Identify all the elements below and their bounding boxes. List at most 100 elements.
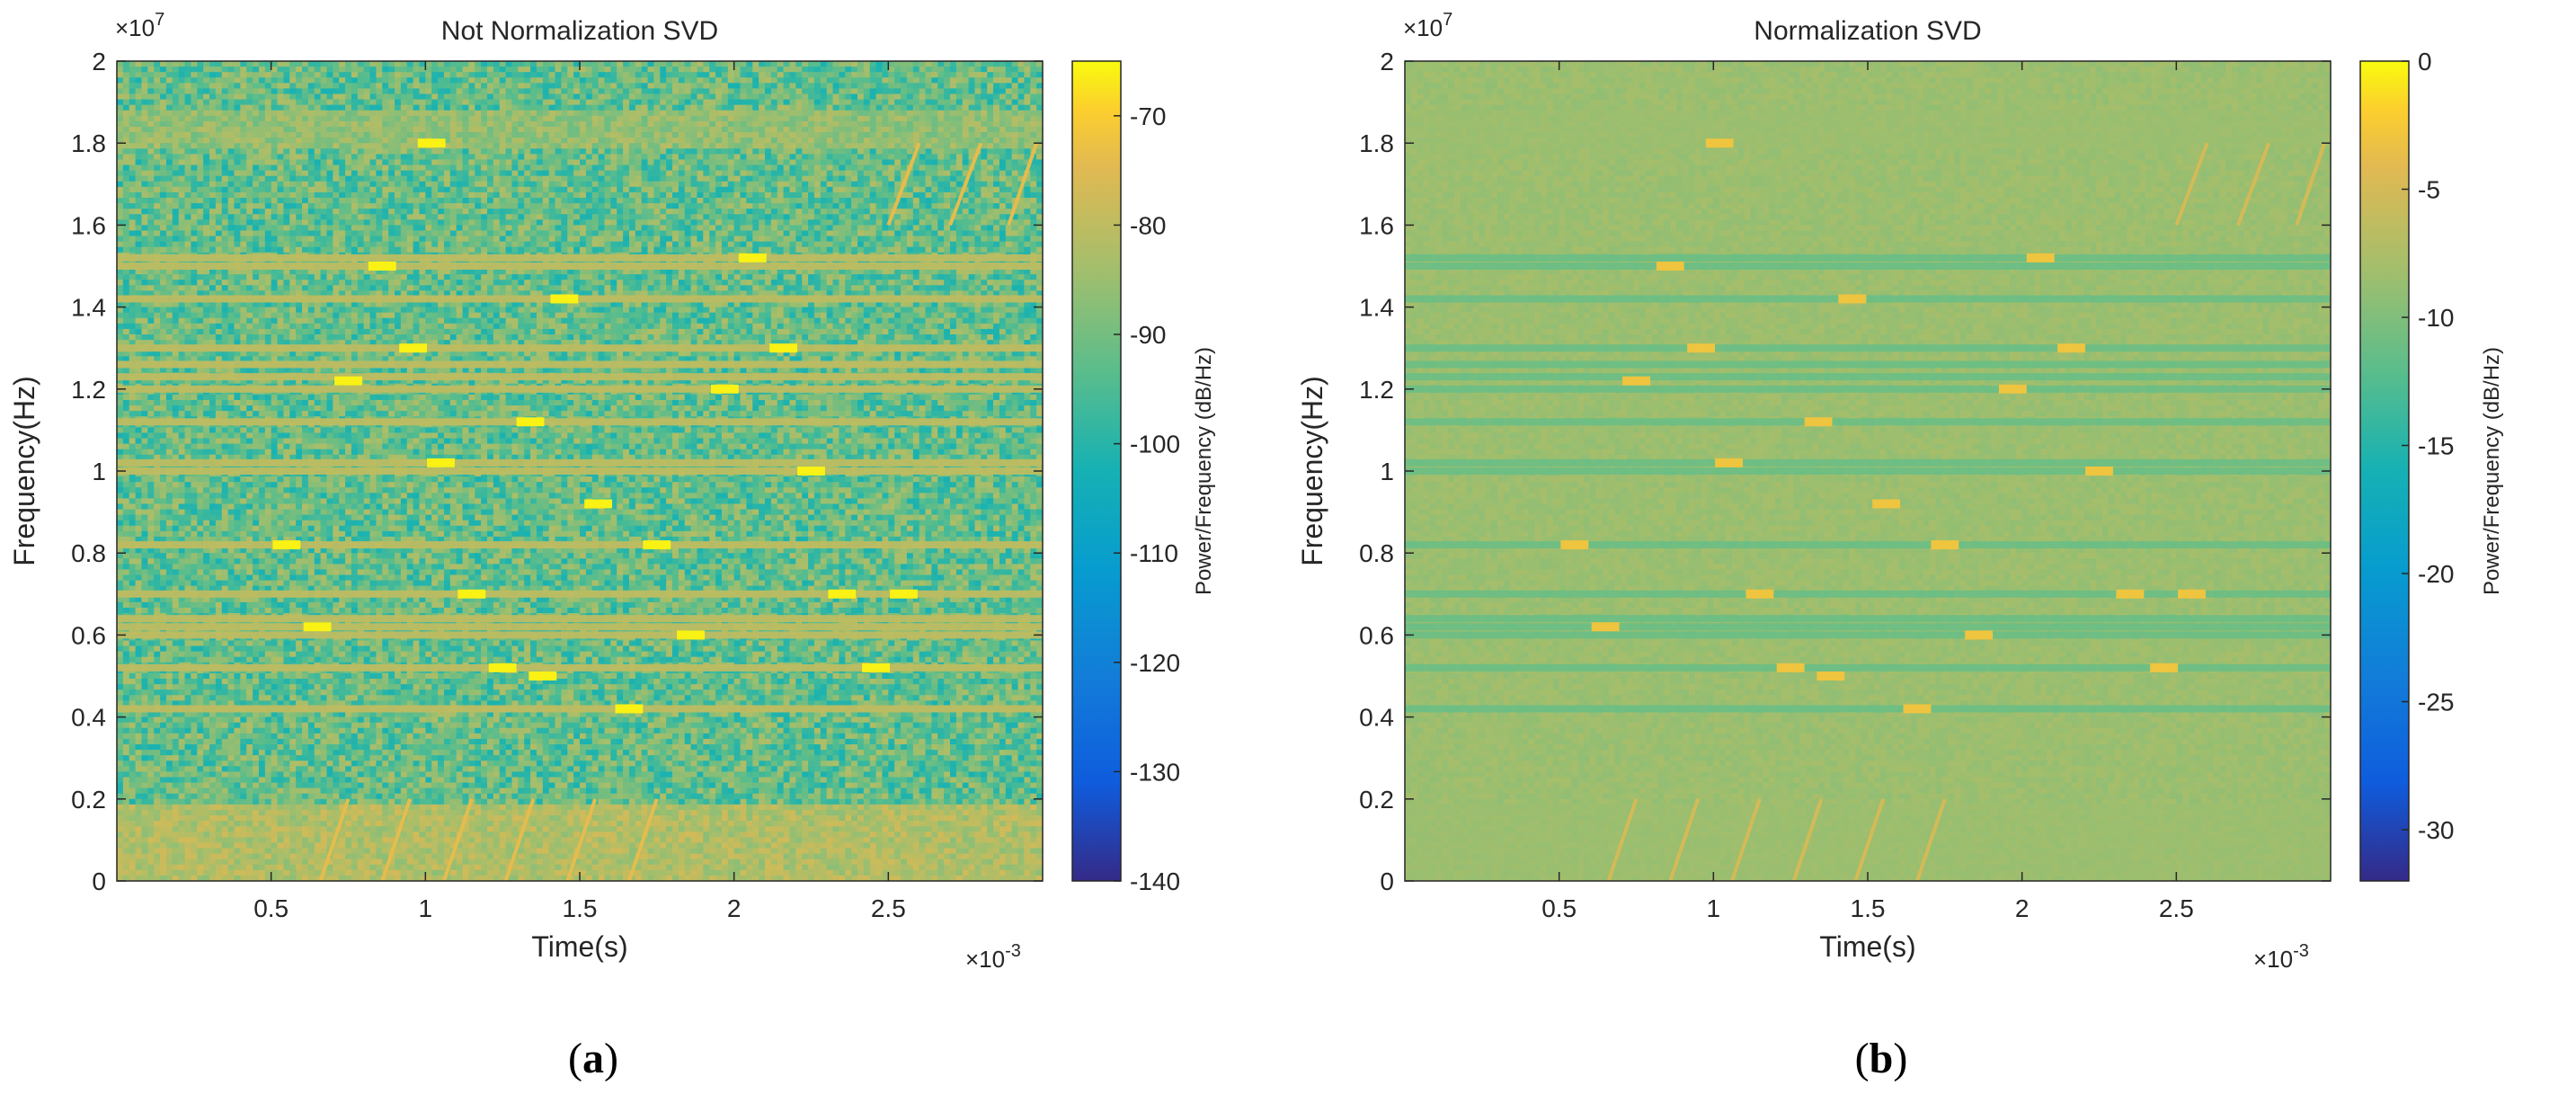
pulse-mark [2057,343,2085,352]
x-exponent: ×10-3 [965,941,1021,973]
x-tick-label: 1.5 [1851,894,1886,922]
colorbar-tick-label: -90 [1130,321,1166,349]
pulse-mark [1622,377,1650,386]
narrowband-line [117,541,1043,548]
narrowband-line [1405,623,2331,630]
narrowband-line [1405,705,2331,712]
x-tick-label: 0.5 [1541,894,1577,922]
x-tick-label: 1.5 [563,894,598,922]
colorbar-tick-label: -70 [1130,102,1166,130]
y-tick-label: 1.2 [71,376,106,404]
pulse-mark [615,704,643,713]
x-axis-label: Time(s) [1819,930,1915,963]
narrowband-line [1405,459,2331,467]
pulse-mark [1745,590,1773,599]
y-exponent: ×107 [1403,10,1452,41]
pulse-mark [1817,672,1844,680]
narrowband-line [117,615,1043,622]
pulse-mark [828,590,856,599]
x-exponent: ×10-3 [2253,941,2309,973]
colorbar-label: Power/Frequency (dB/Hz) [2480,347,2504,595]
y-tick-label: 1 [92,458,106,485]
y-tick-label: 1.2 [1359,376,1394,404]
pulse-mark [1560,540,1588,549]
y-tick-label: 2 [1380,48,1394,76]
x-tick-label: 2.5 [871,894,906,922]
pulse-mark [1965,630,1993,639]
pulse-mark [2116,590,2144,599]
pulse-mark [517,417,545,426]
x-tick-label: 2 [727,894,742,922]
y-axis-label: Frequency(Hz) [8,376,40,566]
pulse-mark [2150,663,2178,672]
pulse-mark [1999,385,2027,394]
narrowband-line [117,459,1043,467]
narrowband-line [1405,467,2331,475]
spectrogram-image [1405,61,2332,882]
y-tick-label: 0.2 [71,786,106,814]
spectrogram-chart-b: Normalization SVD00.20.40.60.811.21.41.6… [1288,0,2576,1103]
y-tick-label: 1.8 [1359,129,1394,157]
y-tick-label: 0.2 [1359,786,1394,814]
pulse-mark [1715,458,1743,467]
pulse-mark [304,622,332,631]
y-tick-label: 2 [92,48,106,76]
y-exponent: ×107 [115,10,164,41]
narrowband-line [1405,295,2331,302]
pulse-mark [529,672,556,680]
subfigure-label: (a) [568,1035,618,1082]
pulse-mark [1687,343,1715,352]
narrowband-line [117,262,1043,270]
pulse-mark [427,458,455,467]
pulse-mark [2178,590,2206,599]
y-tick-label: 0 [1380,867,1394,895]
colorbar-tick-label: -15 [2418,432,2454,460]
colorbar-tick-label: -10 [2418,304,2454,332]
narrowband-line [117,360,1043,368]
colorbar-tick-label: -110 [1130,539,1178,567]
narrowband-line [117,467,1043,475]
pulse-mark [2085,467,2113,476]
narrowband-line [1405,615,2331,622]
pulse-mark [643,540,671,549]
narrowband-line [1405,344,2331,351]
y-axis-label: Frequency(Hz) [1296,376,1328,566]
y-tick-label: 0.4 [1359,704,1394,732]
pulse-mark [1657,262,1684,271]
colorbar-label: Power/Frequency (dB/Hz) [1192,347,1216,595]
narrowband-line [1405,373,2331,380]
y-tick-label: 0.6 [71,621,106,649]
x-tick-label: 2.5 [2159,894,2194,922]
colorbar-tick-label: -130 [1130,758,1180,786]
narrowband-line [1405,254,2331,262]
pulse-mark [797,467,825,476]
pulse-mark [369,262,396,271]
pulse-mark [1706,138,1734,147]
subfigure-label: (b) [1855,1035,1908,1082]
x-tick-label: 0.5 [253,894,289,922]
pulse-mark [334,377,362,386]
narrowband-line [1405,664,2331,672]
narrowband-line [117,295,1043,302]
colorbar [2360,61,2409,881]
colorbar-tick-label: -100 [1130,431,1180,458]
pulse-mark [272,540,300,549]
narrowband-line [1405,386,2331,393]
spectrogram-panel-b: Normalization SVD 0 0.2 0.4 0.6 0.8 1 1.2 1.4 1.6… [1288,0,2576,1103]
y-tick-label: 0.8 [71,539,106,567]
narrowband-line [1405,631,2331,638]
pulse-mark [739,254,767,262]
colorbar-tick-label: -25 [2418,689,2454,716]
y-tick-label: 1.6 [71,211,106,239]
pulse-mark [1777,663,1805,672]
pulse-mark [711,385,739,394]
y-tick-label: 1 [1380,458,1394,485]
pulse-mark [1903,704,1931,713]
y-tick-label: 0.4 [71,704,106,732]
y-tick-label: 1.8 [71,129,106,157]
colorbar-tick-label: -120 [1130,649,1180,677]
pulse-mark [890,590,918,599]
y-tick-label: 0.6 [1359,621,1394,649]
pulse-mark [862,663,890,672]
narrowband-line [117,386,1043,393]
